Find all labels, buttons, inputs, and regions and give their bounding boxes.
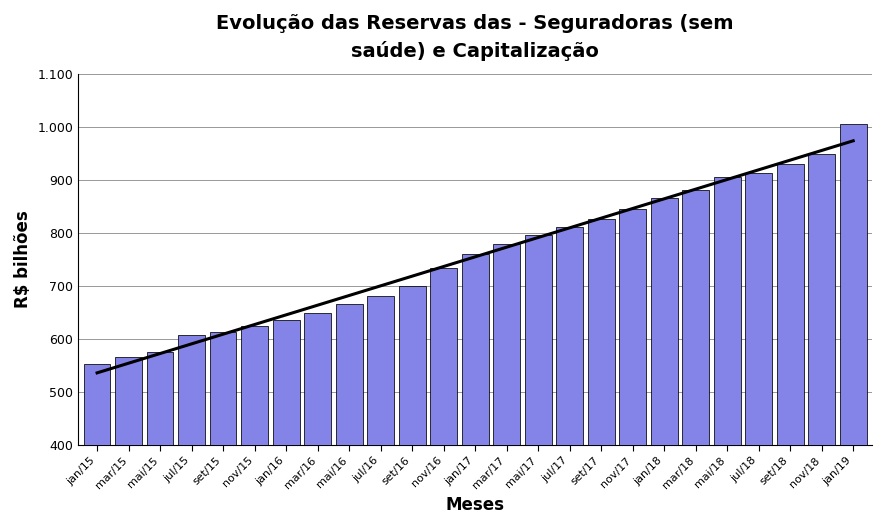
Bar — [745, 173, 772, 528]
Bar — [273, 320, 299, 528]
Bar — [556, 227, 583, 528]
Bar — [431, 268, 457, 528]
Bar — [304, 313, 331, 528]
Bar — [840, 124, 867, 528]
Bar — [178, 335, 205, 528]
X-axis label: Meses: Meses — [446, 496, 505, 514]
Bar — [210, 332, 237, 528]
Bar — [336, 304, 362, 528]
Bar — [462, 254, 488, 528]
Bar — [777, 164, 804, 528]
Bar — [682, 190, 709, 528]
Bar — [399, 286, 425, 528]
Title: Evolução das Reservas das - Seguradoras (sem
saúde) e Capitalização: Evolução das Reservas das - Seguradoras … — [216, 14, 734, 61]
Bar — [587, 219, 615, 528]
Bar — [651, 198, 678, 528]
Bar — [241, 326, 268, 528]
Bar — [115, 357, 142, 528]
Y-axis label: R$ bilhões: R$ bilhões — [14, 210, 32, 308]
Bar — [83, 363, 111, 528]
Bar — [147, 352, 174, 528]
Bar — [525, 235, 552, 528]
Bar — [808, 154, 835, 528]
Bar — [494, 244, 520, 528]
Bar — [619, 209, 646, 528]
Bar — [367, 296, 394, 528]
Bar — [714, 177, 741, 528]
